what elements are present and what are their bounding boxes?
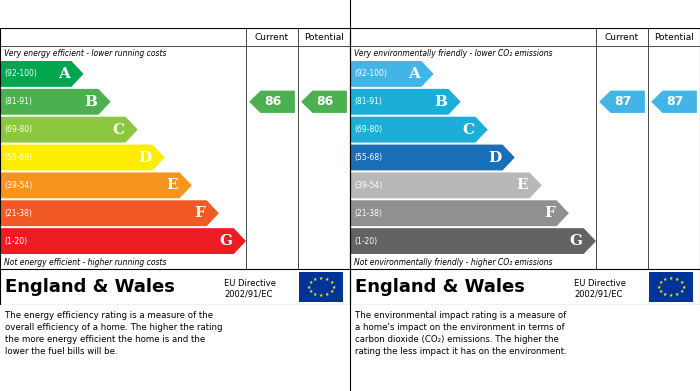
Text: (1-20): (1-20): [354, 237, 377, 246]
Polygon shape: [0, 117, 138, 143]
Text: ★: ★: [308, 280, 313, 285]
Text: 86: 86: [265, 95, 282, 108]
Polygon shape: [0, 61, 83, 87]
Text: 87: 87: [615, 95, 632, 108]
Polygon shape: [249, 91, 295, 113]
Text: Current: Current: [255, 32, 289, 41]
Bar: [300, 272, 343, 302]
Polygon shape: [350, 200, 569, 226]
Text: Not environmentally friendly - higher CO₂ emissions: Not environmentally friendly - higher CO…: [354, 258, 552, 267]
Bar: [650, 272, 693, 302]
Text: (1-20): (1-20): [4, 237, 27, 246]
Polygon shape: [0, 89, 111, 115]
Text: Not energy efficient - higher running costs: Not energy efficient - higher running co…: [4, 258, 167, 267]
Text: ★: ★: [681, 285, 685, 289]
Text: ★: ★: [663, 277, 667, 282]
Text: ★: ★: [330, 289, 334, 294]
Text: (69-80): (69-80): [354, 125, 382, 134]
Text: A: A: [408, 67, 420, 81]
Polygon shape: [599, 91, 645, 113]
Text: ★: ★: [675, 277, 680, 282]
Text: 86: 86: [316, 95, 334, 108]
Text: (55-68): (55-68): [354, 153, 382, 162]
Text: Energy Efficiency Rating: Energy Efficiency Rating: [8, 7, 181, 20]
Polygon shape: [350, 228, 596, 254]
Text: ★: ★: [658, 280, 663, 285]
Text: ★: ★: [675, 292, 680, 297]
Polygon shape: [350, 172, 542, 198]
Text: ★: ★: [658, 289, 663, 294]
Text: ★: ★: [308, 289, 313, 294]
Text: (39-54): (39-54): [354, 181, 382, 190]
Text: EU Directive
2002/91/EC: EU Directive 2002/91/EC: [224, 279, 276, 298]
Text: F: F: [545, 206, 555, 220]
Text: ★: ★: [330, 280, 334, 285]
Polygon shape: [0, 228, 246, 254]
Polygon shape: [350, 61, 433, 87]
Polygon shape: [301, 91, 347, 113]
Polygon shape: [0, 145, 164, 170]
Text: ★: ★: [669, 276, 673, 281]
Text: ★: ★: [319, 293, 323, 298]
Text: B: B: [84, 95, 97, 109]
Text: (81-91): (81-91): [354, 97, 382, 106]
Polygon shape: [350, 145, 514, 170]
Text: (21-38): (21-38): [4, 209, 32, 218]
Text: F: F: [195, 206, 205, 220]
Text: The environmental impact rating is a measure of
a home's impact on the environme: The environmental impact rating is a mea…: [355, 311, 567, 357]
Text: Environmental Impact (CO₂) Rating: Environmental Impact (CO₂) Rating: [358, 7, 605, 20]
Text: Potential: Potential: [304, 32, 344, 41]
Text: G: G: [569, 234, 582, 248]
Text: C: C: [462, 123, 474, 136]
Polygon shape: [350, 89, 461, 115]
Text: (81-91): (81-91): [4, 97, 32, 106]
Text: (69-80): (69-80): [4, 125, 32, 134]
Text: ★: ★: [325, 292, 330, 297]
Text: Very environmentally friendly - lower CO₂ emissions: Very environmentally friendly - lower CO…: [354, 49, 552, 58]
Text: A: A: [58, 67, 70, 81]
Text: (92-100): (92-100): [4, 70, 37, 79]
Text: D: D: [138, 151, 151, 165]
Text: ★: ★: [313, 292, 317, 297]
Text: E: E: [167, 178, 178, 192]
Text: (39-54): (39-54): [4, 181, 32, 190]
Text: ★: ★: [663, 292, 667, 297]
Text: ★: ★: [313, 277, 317, 282]
Text: C: C: [112, 123, 124, 136]
Text: ★: ★: [657, 285, 661, 289]
Text: ★: ★: [680, 289, 684, 294]
Text: Current: Current: [605, 32, 639, 41]
Text: ★: ★: [325, 277, 330, 282]
Text: D: D: [488, 151, 501, 165]
Text: Very energy efficient - lower running costs: Very energy efficient - lower running co…: [4, 49, 167, 58]
Text: EU Directive
2002/91/EC: EU Directive 2002/91/EC: [574, 279, 626, 298]
Text: 87: 87: [666, 95, 684, 108]
Text: E: E: [517, 178, 528, 192]
Text: B: B: [434, 95, 447, 109]
Text: ★: ★: [307, 285, 311, 289]
Text: G: G: [219, 234, 232, 248]
Text: ★: ★: [331, 285, 335, 289]
Polygon shape: [0, 172, 192, 198]
Text: England & Wales: England & Wales: [355, 278, 525, 296]
Text: ★: ★: [680, 280, 684, 285]
Text: ★: ★: [319, 276, 323, 281]
Text: (92-100): (92-100): [354, 70, 387, 79]
Polygon shape: [0, 200, 219, 226]
Text: (21-38): (21-38): [354, 209, 382, 218]
Text: The energy efficiency rating is a measure of the
overall efficiency of a home. T: The energy efficiency rating is a measur…: [5, 311, 223, 357]
Text: (55-68): (55-68): [4, 153, 32, 162]
Polygon shape: [651, 91, 697, 113]
Text: England & Wales: England & Wales: [5, 278, 175, 296]
Text: ★: ★: [669, 293, 673, 298]
Polygon shape: [350, 117, 488, 143]
Text: Potential: Potential: [654, 32, 694, 41]
